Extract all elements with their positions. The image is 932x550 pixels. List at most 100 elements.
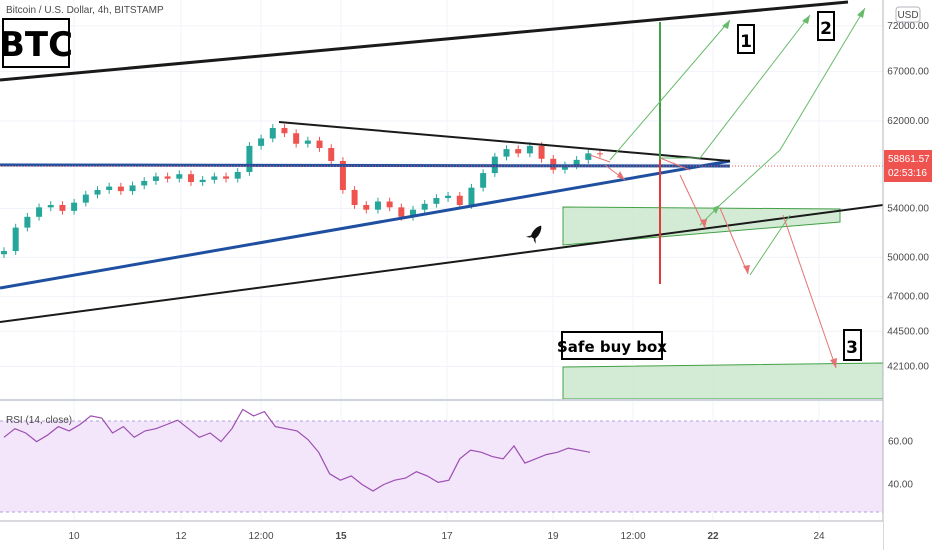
rsi-tick-label: 60.00 xyxy=(888,437,913,448)
price-tick-label: 62000.00 xyxy=(887,116,929,127)
currency-button-label: USD xyxy=(897,10,918,21)
price-tick-label: 42100.00 xyxy=(887,362,929,373)
candle-body xyxy=(363,204,370,210)
falling-trendline xyxy=(278,121,731,162)
candle-body xyxy=(117,186,124,192)
safe-buy-box-label: Safe buy box xyxy=(557,338,667,356)
price-tick-label: 54000.00 xyxy=(887,204,929,215)
green-arrowheads xyxy=(712,8,865,214)
rsi-line xyxy=(3,408,591,492)
candle-body xyxy=(538,145,545,159)
time-axis[interactable] xyxy=(0,521,883,550)
candle-body xyxy=(456,195,463,205)
candle-body xyxy=(526,145,533,154)
currency-button[interactable] xyxy=(895,6,921,23)
time-tick-label: 12:00 xyxy=(620,531,645,542)
time-tick-label: 19 xyxy=(547,531,559,542)
candle-body xyxy=(339,160,346,190)
candle-body xyxy=(106,186,113,190)
lower-channel-line xyxy=(0,204,884,323)
annotation-box-2 xyxy=(817,11,835,41)
candle-body xyxy=(269,128,276,139)
symbol-badge-text: BTC xyxy=(0,25,73,65)
price-axis[interactable] xyxy=(883,0,932,521)
candle-body xyxy=(281,128,288,134)
rocket-icon xyxy=(525,225,542,244)
rsi-tick-label: 40.00 xyxy=(888,480,913,491)
candle-body xyxy=(374,201,381,210)
safe-buy-box-label-box xyxy=(561,331,663,360)
price-tick-label: 44500.00 xyxy=(887,326,929,337)
candle-body xyxy=(176,174,183,179)
upper-channel-line xyxy=(0,0,849,82)
time-axis-ticks: 10 12 12:00 15 17 19 12:00 22 24 xyxy=(68,531,825,542)
candle-body xyxy=(386,201,393,208)
candle-body xyxy=(82,194,89,203)
time-tick-label: 17 xyxy=(441,531,453,542)
candle-body xyxy=(24,216,31,228)
candle-body xyxy=(304,140,311,144)
candle-body xyxy=(597,153,603,155)
candle-body xyxy=(585,153,592,160)
rising-trendline xyxy=(0,159,731,290)
candle-body xyxy=(573,159,580,166)
price-tick-label: 67000.00 xyxy=(887,67,929,78)
candle-body xyxy=(503,149,510,157)
annotation-2: 2 xyxy=(820,19,832,39)
horizontal-support-line xyxy=(0,163,731,168)
rsi-title: RSI (14, close) xyxy=(6,415,72,426)
symbol-badge xyxy=(2,18,70,68)
time-tick-label: 22 xyxy=(707,531,719,542)
annotation-1: 1 xyxy=(740,32,752,52)
candle-body xyxy=(234,171,241,179)
green-path-arrows xyxy=(609,7,866,276)
candle-body xyxy=(152,176,159,181)
annotation-box-3 xyxy=(843,329,862,361)
candle-body xyxy=(561,165,568,170)
candle-body xyxy=(293,133,300,144)
candle-body xyxy=(94,189,101,195)
candle-body xyxy=(258,138,265,146)
candle-body xyxy=(316,140,323,149)
candle-body xyxy=(246,145,253,172)
candle-body xyxy=(328,148,335,161)
price-pane xyxy=(0,0,883,399)
time-tick-label: 24 xyxy=(813,531,825,542)
candle-body xyxy=(1,251,7,255)
rsi-band xyxy=(0,421,883,512)
red-arrowheads xyxy=(617,171,837,368)
red-path-arrows xyxy=(589,154,837,369)
price-tag xyxy=(884,150,932,182)
time-tick-label: 15 xyxy=(335,531,347,542)
chart-title: Bitcoin / U.S. Dollar, 4h, BITSTAMP xyxy=(6,5,164,16)
price-tick-label: 47000.00 xyxy=(887,292,929,303)
annotation-3: 3 xyxy=(846,338,858,358)
time-tick-label: 12:00 xyxy=(248,531,273,542)
candle-body xyxy=(71,202,78,211)
candle-body xyxy=(223,176,230,179)
rsi-axis-ticks: 60.00 40.00 xyxy=(888,437,913,491)
annotation-box-1 xyxy=(737,24,755,54)
candle-body xyxy=(59,204,66,211)
candle-body xyxy=(515,149,522,154)
green-box-upper xyxy=(562,206,841,246)
candle-body xyxy=(199,179,206,183)
candle-body xyxy=(36,207,43,217)
safe-buy-box xyxy=(562,362,884,400)
candle-body xyxy=(351,189,358,205)
candle-body xyxy=(421,203,428,210)
candle-body xyxy=(211,176,218,180)
candle-body xyxy=(12,227,19,252)
candle-body xyxy=(445,195,452,199)
price-tick-label: 50000.00 xyxy=(887,252,929,263)
candle-body xyxy=(164,176,171,179)
candle-body xyxy=(47,204,54,208)
candle-body xyxy=(433,198,440,204)
candle-body xyxy=(187,174,194,183)
price-tag-value: 58861.57 xyxy=(888,154,930,165)
candle-body xyxy=(398,207,405,217)
candle-body xyxy=(129,185,136,192)
candle-body xyxy=(410,209,417,217)
time-tick-label: 12 xyxy=(175,531,187,542)
